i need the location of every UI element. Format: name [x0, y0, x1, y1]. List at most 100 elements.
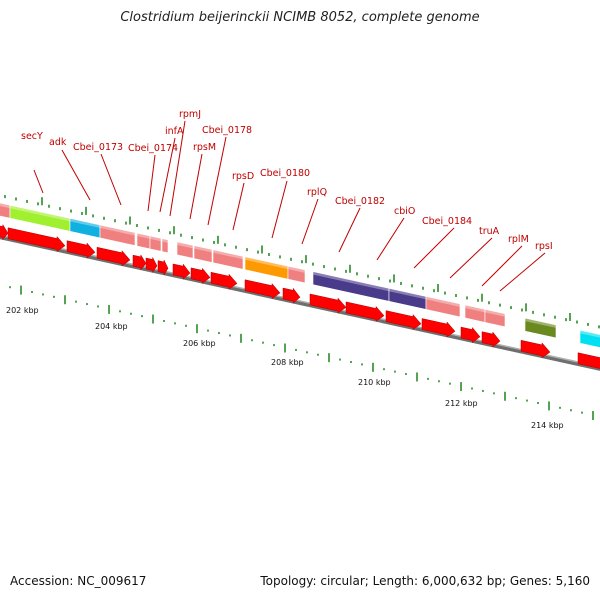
gene-box-shine [485, 309, 505, 317]
direction-arrow [157, 259, 169, 276]
gene-track [0, 202, 600, 348]
label-leader-lines [33, 120, 546, 292]
gene-label-Cbei_0173: Cbei_0173 [73, 142, 123, 153]
label-leader-line [189, 153, 203, 220]
gene-box-shine [194, 245, 212, 253]
gene-box-shine [426, 296, 460, 307]
label-leader-line [33, 169, 44, 194]
label-leader-line [159, 137, 176, 213]
gene-box-shine [465, 304, 485, 313]
label-leader-line [207, 136, 227, 226]
label-leader-line [499, 252, 546, 292]
direction-arrow [66, 240, 96, 259]
gene-label-rplM: rplM [508, 234, 529, 245]
direction-arrow [481, 331, 501, 348]
direction-arrow [244, 279, 281, 300]
gene-box-shine [162, 238, 168, 243]
gene-box [193, 245, 213, 263]
gene-label-adk: adk [49, 137, 67, 148]
label-leader-line [169, 120, 186, 217]
label-leader-line [376, 217, 405, 261]
gene-label-Cbei_0180: Cbei_0180 [260, 168, 310, 179]
gene-box-shine [525, 318, 556, 328]
gene-label-rpsD: rpsD [232, 171, 254, 182]
genome-baseline [0, 235, 600, 371]
label-leader-line [338, 207, 361, 253]
gene-box-shine [100, 224, 135, 236]
gene-label-rpmJ: rpmJ [179, 109, 201, 120]
genome-stats-label: Topology: circular; Length: 6,000,632 bp… [260, 574, 590, 588]
label-leader-line [413, 227, 455, 269]
axis-label-214-kbp: 214 kbp [531, 421, 564, 430]
direction-arrow [145, 257, 158, 274]
gene-box-shine [137, 233, 150, 239]
gene-label-Cbei_0174: Cbei_0174 [128, 143, 178, 154]
gene-label-rplQ: rplQ [307, 187, 327, 198]
axis-label-204-kbp: 204 kbp [95, 322, 128, 331]
accession-label: Accession: NC_009617 [10, 574, 147, 588]
gene-box [524, 317, 557, 339]
gene-box-shine [313, 271, 389, 292]
gene-box [212, 249, 244, 270]
direction-arrow [210, 271, 238, 290]
direction-arrow [96, 246, 131, 267]
gene-box [287, 265, 306, 284]
label-leader-line [271, 180, 288, 239]
gene-label-infA: infA [165, 126, 184, 137]
gene-box-shine [150, 235, 161, 242]
gene-label-secY: secY [21, 131, 43, 142]
feature-track-ticks [4, 195, 600, 329]
genome-baseline-highlight [0, 234, 600, 368]
gene-box [176, 241, 194, 259]
gene-label-Cbei_0178: Cbei_0178 [202, 125, 252, 136]
gene-box [161, 238, 169, 254]
direction-arrow [421, 318, 456, 338]
gene-box [484, 308, 506, 328]
axis-label-208-kbp: 208 kbp [271, 358, 304, 367]
direction-arrow [385, 310, 422, 331]
gene-box [149, 235, 162, 252]
label-leader-line [147, 154, 156, 212]
direction-arrow [345, 301, 385, 322]
label-leader-line [301, 198, 319, 245]
label-leader-line [232, 182, 245, 231]
label-leader-line [449, 237, 493, 279]
gene-box-shine [245, 256, 288, 270]
axis-label-202-kbp: 202 kbp [6, 306, 39, 315]
direction-arrow [190, 267, 211, 284]
direction-arrow-track [0, 223, 600, 369]
gene-label-Cbei_0184: Cbei_0184 [422, 216, 472, 227]
direction-arrow [309, 293, 347, 314]
axis-label-212-kbp: 212 kbp [445, 399, 478, 408]
axis-label-210-kbp: 210 kbp [358, 378, 391, 387]
direction-arrow [282, 287, 301, 304]
gene-box-shine [0, 203, 10, 209]
direction-arrow [132, 253, 147, 271]
map-title: Clostridium beijerinckii NCIMB 8052, com… [120, 10, 480, 25]
gene-box [579, 329, 600, 348]
gene-box [99, 224, 136, 246]
gene-label-truA: truA [479, 226, 500, 237]
gene-box-shine [70, 218, 100, 228]
direction-arrow [172, 263, 191, 280]
direction-arrow [7, 227, 66, 252]
gene-label-rpsM: rpsM [193, 142, 216, 153]
gene-label-Cbei_0182: Cbei_0182 [335, 196, 385, 207]
direction-arrow [577, 352, 600, 369]
gene-box-shine [389, 288, 426, 300]
gene-box [425, 296, 461, 318]
direction-arrow [460, 326, 481, 344]
gene-box-shine [10, 205, 70, 222]
gene-label-cbiO: cbiO [394, 206, 415, 217]
gene-label-rpsI: rpsI [535, 241, 553, 252]
label-leader-line [100, 153, 122, 206]
axis-ticks [9, 285, 594, 421]
gene-box-shine [213, 249, 243, 260]
gene-box-shine [288, 266, 305, 273]
direction-arrow [0, 223, 9, 241]
gene-box-shine [177, 241, 193, 249]
label-leader-line [481, 245, 523, 287]
axis-label-206-kbp: 206 kbp [183, 339, 216, 348]
